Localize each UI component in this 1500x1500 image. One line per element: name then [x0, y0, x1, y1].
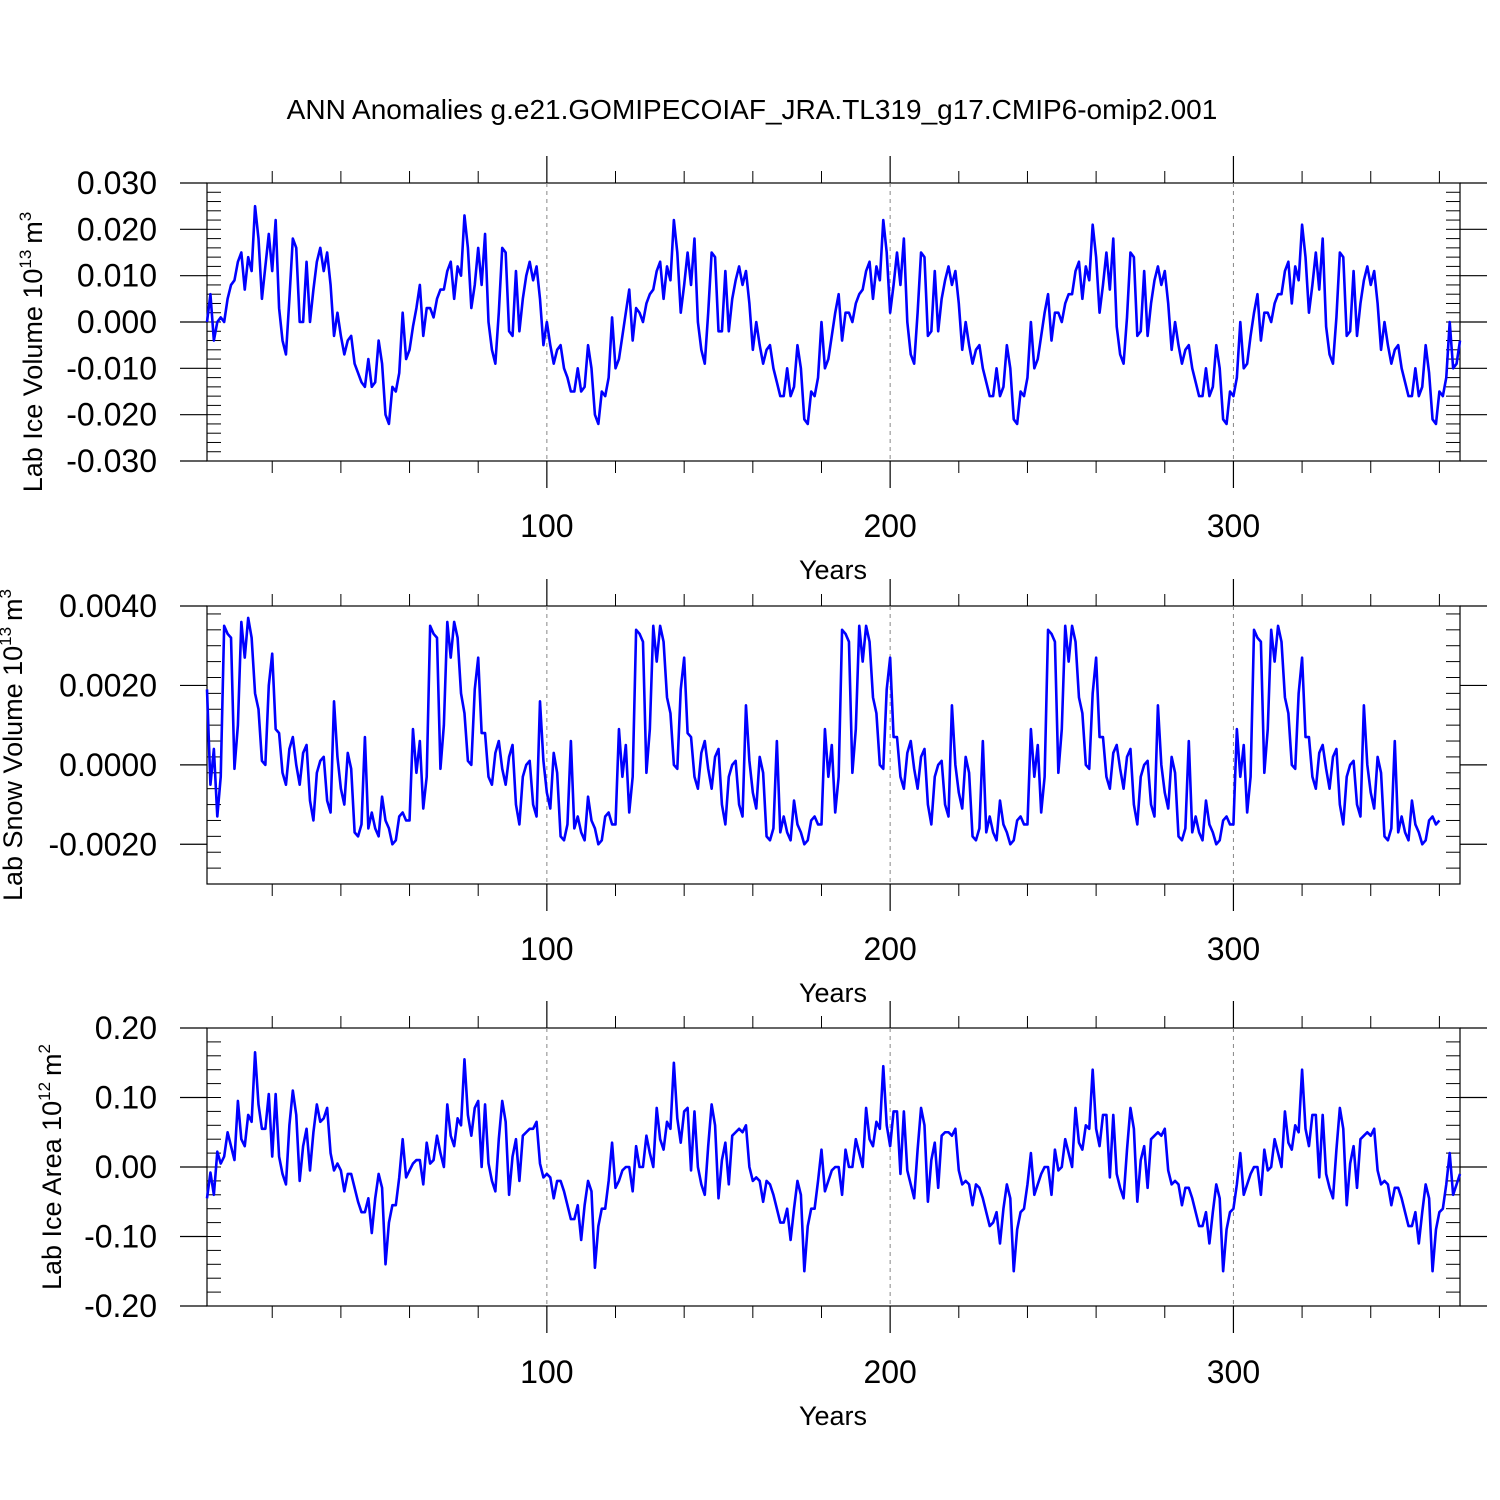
x-tick-label: 200	[863, 1354, 916, 1390]
y-tick-label: 0.00	[95, 1149, 157, 1185]
y-tick-label: 0.020	[77, 211, 157, 247]
y-tick-label: 0.0020	[59, 667, 157, 703]
y-label-unit-exponent: 2	[35, 1044, 54, 1053]
y-label-exponent: 13	[0, 627, 15, 646]
y-tick-label: -0.20	[84, 1288, 157, 1324]
y-label-text: Lab Ice Area 10	[37, 1101, 67, 1290]
y-axis-label: Lab Ice Area 1012 m2	[35, 1044, 67, 1290]
y-label-unit: m	[18, 221, 48, 244]
x-tick-label: 300	[1207, 931, 1260, 967]
x-tick-label: 100	[520, 931, 573, 967]
plot-frame	[206, 605, 1461, 885]
y-label-unit: m	[0, 598, 28, 621]
y-tick-label: 0.010	[77, 258, 157, 294]
y-label-exponent: 12	[35, 1082, 54, 1101]
y-label-text: Lab Snow Volume 10	[0, 646, 28, 901]
y-tick-label: -0.0020	[48, 826, 157, 862]
chart-panel-1: 100 200 300 0.030 0.020 0.010 0.000 -0.010 -0.02…	[16, 156, 1487, 585]
x-axis-label: Years	[799, 978, 867, 1008]
data-series-line	[205, 1051, 1462, 1273]
x-tick-label: 200	[863, 508, 916, 544]
y-tick-label: -0.010	[66, 350, 157, 386]
y-tick-label: -0.030	[66, 443, 157, 479]
data-series-line	[205, 616, 1441, 846]
y-axis-label: Lab Snow Volume 1013 m3	[0, 589, 28, 901]
y-tick-label: 0.10	[95, 1080, 157, 1116]
y-tick-label: -0.020	[66, 397, 157, 433]
x-axis-label: Years	[799, 1401, 867, 1431]
y-label-text: Lab Ice Volume 10	[18, 269, 48, 493]
y-tick-label: 0.20	[95, 1010, 157, 1046]
y-label-unit: m	[37, 1053, 67, 1076]
x-tick-label: 300	[1207, 508, 1260, 544]
figure-title: ANN Anomalies g.e21.GOMIPECOIAF_JRA.TL31…	[287, 94, 1218, 125]
y-label-unit-exponent: 3	[0, 589, 15, 598]
panels-container: 100 200 300 0.030 0.020 0.010 0.000 -0.010 -0.02…	[0, 156, 1487, 1431]
x-tick-label: 100	[520, 1354, 573, 1390]
x-tick-label: 200	[863, 931, 916, 967]
chart-panel-3: 100 200 300 0.20 0.10 0.00 -0.10 -0.20 Years Lab …	[35, 1001, 1487, 1431]
y-tick-label: -0.10	[84, 1219, 157, 1255]
y-tick-label: 0.0040	[59, 588, 157, 624]
x-tick-label: 100	[520, 508, 573, 544]
y-tick-label: 0.030	[77, 165, 157, 201]
y-label-exponent: 13	[16, 250, 35, 269]
y-tick-label: 0.000	[77, 304, 157, 340]
x-axis-label: Years	[799, 555, 867, 585]
y-label-unit-exponent: 3	[16, 212, 35, 221]
data-series-line	[205, 204, 1462, 426]
x-tick-label: 300	[1207, 1354, 1260, 1390]
chart-panel-2: 100 200 300 0.0040 0.0020 0.0000 -0.0020 Years L…	[0, 579, 1487, 1008]
y-axis-label: Lab Ice Volume 1013 m3	[16, 212, 48, 493]
y-tick-label: 0.0000	[59, 747, 157, 783]
